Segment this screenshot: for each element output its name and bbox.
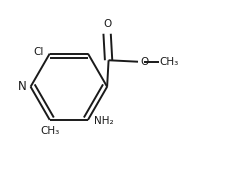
Text: Cl: Cl — [33, 47, 44, 57]
Text: CH₃: CH₃ — [159, 57, 178, 67]
Text: NH₂: NH₂ — [93, 116, 113, 126]
Text: O: O — [103, 19, 111, 29]
Text: N: N — [18, 80, 27, 93]
Text: O: O — [140, 57, 148, 67]
Text: CH₃: CH₃ — [40, 126, 59, 136]
